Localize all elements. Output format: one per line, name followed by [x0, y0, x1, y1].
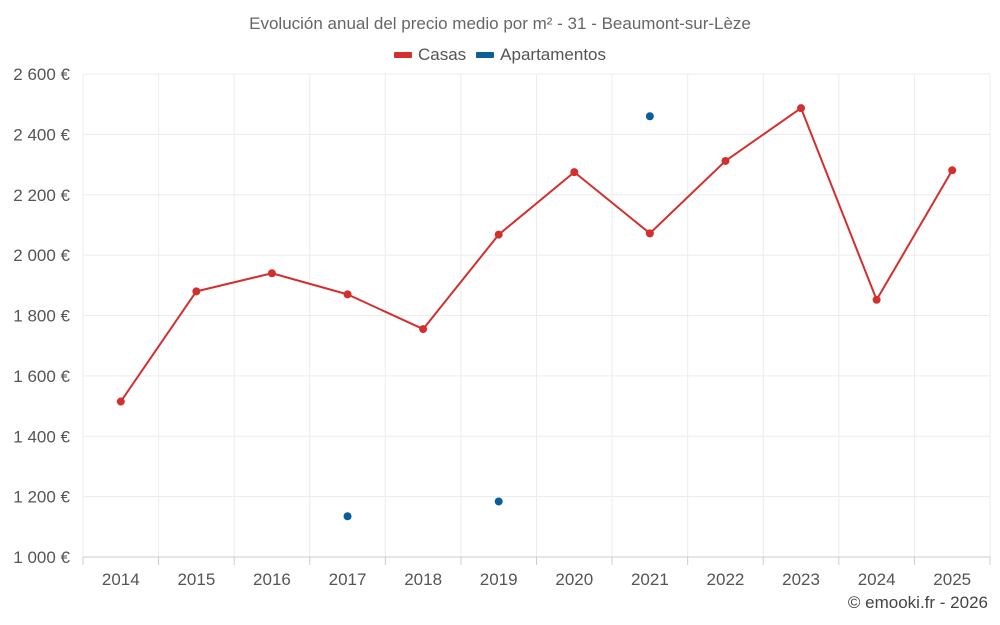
credit-footer: © emooki.fr - 2026	[847, 593, 988, 612]
data-point-casas[interactable]	[570, 168, 579, 177]
series-line-casas	[119, 107, 954, 403]
legend-swatch-apartamentos	[476, 52, 495, 58]
grid	[82, 73, 991, 558]
x-tick-label: 2022	[707, 570, 745, 589]
x-tick-label: 2020	[555, 570, 593, 589]
series	[116, 104, 957, 521]
data-point-casas[interactable]	[419, 325, 428, 334]
data-point-casas[interactable]	[721, 156, 730, 165]
data-point-casas[interactable]	[192, 287, 201, 296]
x-tick-label: 2025	[933, 570, 971, 589]
y-tick-label: 2 600 €	[13, 65, 70, 84]
y-tick-label: 1 600 €	[13, 367, 70, 386]
legend-item-casas[interactable]: Casas	[393, 45, 467, 65]
x-tick-label: 2023	[782, 570, 820, 589]
data-point-casas[interactable]	[494, 230, 503, 239]
data-point-casas[interactable]	[948, 166, 957, 175]
legend-swatch-casas	[393, 52, 412, 58]
x-tick-label: 2019	[480, 570, 518, 589]
legend-label-casas: Casas	[417, 45, 467, 64]
x-tick-label: 2021	[631, 570, 669, 589]
y-tick-label: 1 000 €	[13, 548, 70, 567]
y-tick-label: 2 000 €	[13, 246, 70, 265]
x-tick-label: 2018	[404, 570, 442, 589]
legend: Casas Apartamentos	[0, 45, 1000, 65]
data-point-casas[interactable]	[116, 397, 125, 406]
y-tick-label: 1 200 €	[13, 488, 70, 507]
y-tick-label: 2 200 €	[13, 186, 70, 205]
data-point-casas[interactable]	[343, 290, 352, 299]
data-point-casas[interactable]	[267, 269, 276, 278]
legend-label-apartamentos: Apartamentos	[500, 45, 607, 64]
y-tick-label: 2 400 €	[13, 125, 70, 144]
data-point-casas[interactable]	[797, 104, 806, 113]
data-point-apartamentos[interactable]	[494, 497, 503, 506]
data-point-apartamentos[interactable]	[645, 112, 654, 121]
chart-title: Evolución anual del precio medio por m² …	[249, 14, 751, 33]
data-point-casas[interactable]	[645, 229, 654, 238]
data-point-casas[interactable]	[872, 295, 881, 304]
legend-item-apartamentos[interactable]: Apartamentos	[476, 45, 606, 65]
x-tick-label: 2024	[858, 570, 896, 589]
data-point-apartamentos[interactable]	[343, 512, 352, 521]
y-tick-label: 1 800 €	[13, 307, 70, 326]
x-tick-label: 2017	[329, 570, 367, 589]
axes: 1 000 € 1 200 € 1 400 € 1 600 € 1 800 € 2 000…	[13, 65, 991, 589]
x-tick-label: 2014	[102, 570, 140, 589]
x-tick-label: 2016	[253, 570, 291, 589]
x-tick-label: 2015	[177, 570, 215, 589]
y-tick-label: 1 400 €	[13, 427, 70, 446]
